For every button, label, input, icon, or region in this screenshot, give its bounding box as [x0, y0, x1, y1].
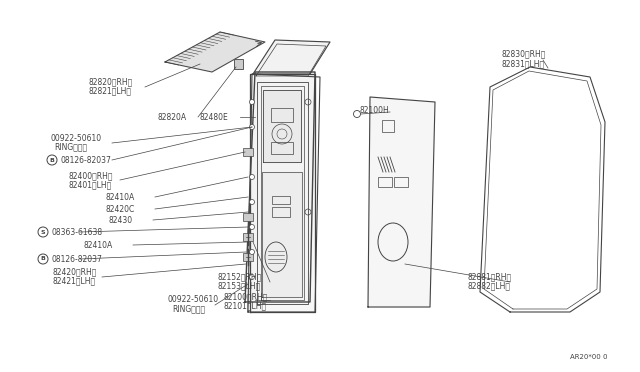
Polygon shape: [245, 72, 315, 302]
Text: 82831〈LH〉: 82831〈LH〉: [502, 60, 545, 68]
Text: 08363-61638: 08363-61638: [51, 228, 102, 237]
Text: B: B: [49, 157, 54, 163]
Bar: [272, 207, 290, 217]
Bar: [382, 120, 394, 132]
Polygon shape: [165, 32, 265, 72]
Text: AR20*00 0: AR20*00 0: [570, 354, 607, 360]
Polygon shape: [263, 90, 301, 162]
Text: 82100H: 82100H: [360, 106, 390, 115]
Polygon shape: [368, 97, 435, 307]
Bar: [243, 213, 253, 221]
Circle shape: [250, 250, 255, 254]
Text: RINGリング: RINGリング: [172, 305, 205, 314]
Text: 82820A: 82820A: [158, 112, 187, 122]
Text: 82821〈LH〉: 82821〈LH〉: [88, 87, 131, 96]
Text: 82153〈LH〉: 82153〈LH〉: [218, 282, 261, 291]
Circle shape: [250, 199, 255, 205]
Bar: [394, 177, 408, 187]
Text: 00922-50610: 00922-50610: [168, 295, 219, 305]
Text: 82882〈LH〉: 82882〈LH〉: [468, 282, 511, 291]
Text: 82421〈LH〉: 82421〈LH〉: [52, 276, 95, 285]
Text: B: B: [40, 257, 45, 262]
Circle shape: [250, 275, 255, 279]
Bar: [378, 177, 392, 187]
Circle shape: [250, 224, 255, 230]
Text: 08126-82037: 08126-82037: [60, 155, 111, 164]
Text: 82410A: 82410A: [105, 192, 134, 202]
Text: 82430: 82430: [108, 215, 132, 224]
Text: 82401〈LH〉: 82401〈LH〉: [68, 180, 111, 189]
Circle shape: [250, 174, 255, 180]
Text: 82480E: 82480E: [200, 112, 228, 122]
Bar: [271, 142, 293, 154]
Text: 00922-50610: 00922-50610: [50, 134, 101, 142]
Text: 82820〈RH〉: 82820〈RH〉: [88, 77, 132, 87]
Bar: [243, 253, 253, 261]
Polygon shape: [253, 40, 330, 74]
Text: 82420〈RH〉: 82420〈RH〉: [52, 267, 97, 276]
Polygon shape: [262, 172, 302, 297]
Circle shape: [250, 99, 255, 105]
Bar: [271, 108, 293, 122]
Circle shape: [353, 110, 360, 118]
Text: 82830〈RH〉: 82830〈RH〉: [502, 49, 547, 58]
Text: 82881〈RH〉: 82881〈RH〉: [468, 273, 512, 282]
Text: 82152〈RH〉: 82152〈RH〉: [218, 273, 262, 282]
Bar: [243, 233, 253, 241]
Circle shape: [250, 125, 255, 129]
Polygon shape: [250, 74, 315, 312]
Text: 82420C: 82420C: [105, 205, 134, 214]
Text: RINGリング: RINGリング: [54, 142, 87, 151]
Text: S: S: [41, 230, 45, 234]
Text: 82100〈RH〉: 82100〈RH〉: [223, 292, 268, 301]
Bar: [234, 59, 243, 69]
Bar: [243, 148, 253, 156]
Text: 82410A: 82410A: [83, 241, 112, 250]
Bar: [272, 196, 290, 204]
Text: 82101〈LH〉: 82101〈LH〉: [223, 301, 266, 311]
Text: 82400〈RH〉: 82400〈RH〉: [68, 171, 113, 180]
Text: 08126-82037: 08126-82037: [51, 254, 102, 263]
